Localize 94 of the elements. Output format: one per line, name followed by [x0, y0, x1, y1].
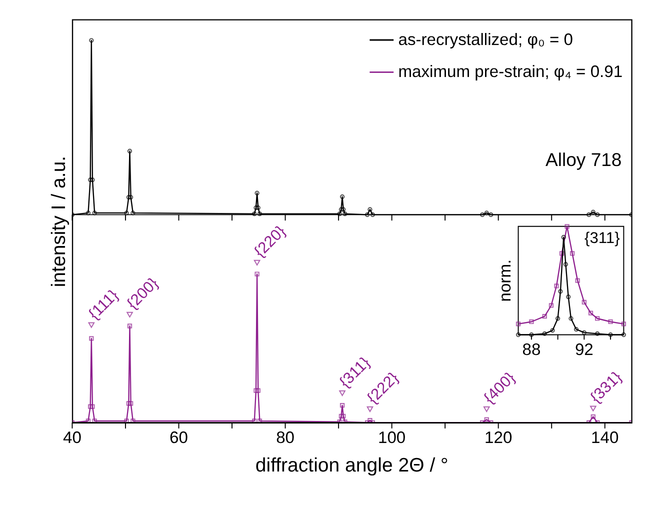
point: [340, 194, 345, 200]
point: [516, 322, 521, 326]
point: [483, 406, 490, 412]
point: [554, 284, 559, 288]
point: [128, 194, 134, 200]
point: [564, 224, 570, 229]
point: [590, 406, 596, 412]
x-tick-label: 120: [484, 428, 512, 448]
point: [368, 418, 372, 423]
annotation: {311}: [584, 230, 620, 247]
point: [370, 212, 375, 218]
point: [590, 414, 596, 419]
point: [582, 300, 586, 305]
x-tick-label: 88: [522, 340, 541, 360]
point: [90, 404, 95, 409]
point: [342, 212, 348, 216]
point: [86, 210, 91, 216]
point: [542, 331, 547, 336]
y-axis-title: intensity I / a.u.: [48, 156, 70, 288]
point: [364, 212, 370, 218]
point: [595, 212, 600, 218]
point: [542, 314, 547, 319]
x-tick-label: 92: [574, 340, 594, 360]
point: [86, 418, 91, 423]
point: [484, 417, 489, 422]
point: [340, 403, 345, 408]
point: [90, 178, 95, 182]
point: [92, 210, 97, 216]
point: [126, 312, 133, 318]
point: [561, 234, 566, 240]
point: [124, 418, 129, 423]
point: [484, 210, 489, 216]
point: [590, 210, 596, 214]
point: [575, 278, 580, 283]
point: [254, 190, 260, 196]
point: [366, 406, 374, 412]
x-tick-label: 60: [170, 428, 188, 448]
point: [338, 207, 344, 212]
point: [89, 336, 94, 341]
point: [529, 319, 534, 324]
point: [488, 212, 494, 218]
point: [252, 418, 257, 423]
point: [548, 303, 554, 308]
point: [574, 327, 579, 332]
point: [127, 324, 132, 328]
point: [608, 332, 613, 338]
point: [595, 331, 600, 336]
point: [621, 322, 626, 326]
legend-label: as-recrystallized; φ₀ = 0: [398, 30, 573, 49]
point: [341, 207, 346, 212]
point: [368, 207, 372, 212]
x-axis-title: diffraction angle 2Θ / °: [255, 454, 448, 476]
point: [88, 322, 95, 328]
x-tick-label: 140: [591, 428, 619, 448]
point: [339, 390, 346, 396]
point: [529, 332, 534, 338]
point: [588, 310, 594, 316]
point: [92, 418, 97, 423]
point: [555, 316, 560, 321]
point: [257, 212, 262, 216]
point: [130, 418, 136, 423]
point: [480, 212, 485, 218]
point: [559, 251, 564, 256]
point: [130, 210, 136, 216]
point: [254, 388, 258, 393]
point: [254, 272, 260, 276]
point: [586, 212, 592, 218]
point: [88, 404, 93, 409]
point: [252, 212, 257, 216]
point: [570, 251, 575, 256]
point: [89, 38, 94, 43]
legend-label: maximum pre-strain; φ₄ = 0.91: [398, 62, 623, 82]
point: [256, 205, 260, 210]
point: [566, 294, 571, 300]
point: [558, 289, 563, 294]
point: [254, 260, 260, 266]
point: [568, 316, 574, 321]
x-tick-label: 40: [63, 428, 82, 448]
point: [337, 212, 342, 216]
point: [608, 319, 613, 324]
annotation: Alloy 718: [546, 148, 622, 170]
point: [257, 418, 262, 423]
x-tick-label: 100: [378, 428, 406, 448]
point: [254, 205, 258, 210]
point: [563, 262, 568, 267]
point: [595, 316, 600, 321]
point: [128, 401, 134, 406]
y-axis-title: norm.: [495, 259, 514, 302]
point: [127, 148, 132, 154]
point: [341, 414, 346, 419]
point: [338, 414, 344, 419]
point: [550, 328, 555, 333]
point: [124, 210, 129, 216]
x-tick-label: 80: [276, 428, 295, 448]
